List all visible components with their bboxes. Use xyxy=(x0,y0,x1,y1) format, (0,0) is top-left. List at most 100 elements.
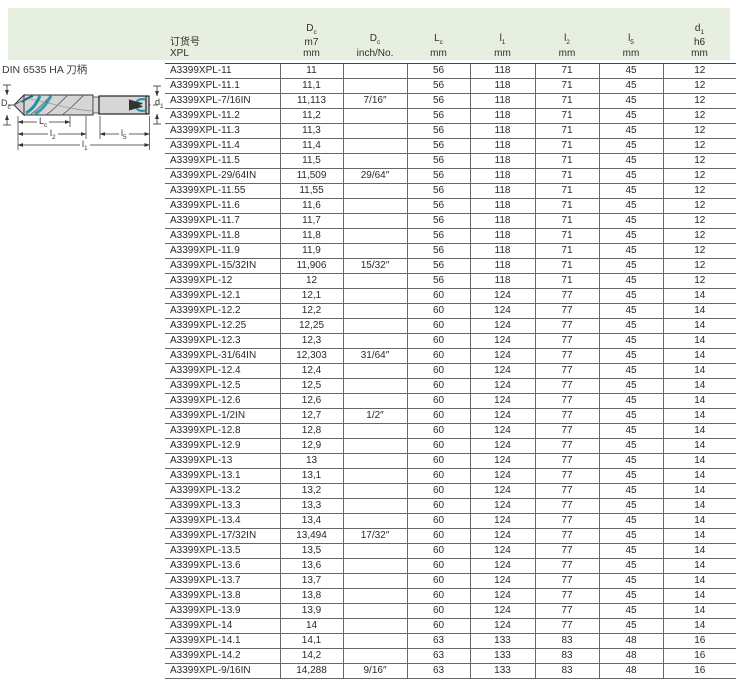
order-number-cell: A3399XPL-11.1 xyxy=(165,78,280,94)
value-cell: 124 xyxy=(469,513,535,529)
value-cell: 14 xyxy=(662,528,736,544)
value-cell: 56 xyxy=(406,93,470,109)
value-cell: 56 xyxy=(406,243,470,259)
value-cell xyxy=(342,123,407,139)
value-cell: 77 xyxy=(534,573,599,589)
value-cell: 77 xyxy=(534,378,599,394)
value-cell: 1/2″ xyxy=(342,408,407,424)
table-row: A3399XPL-31/64IN 12,303 31/64″ 60 124 77 45 14 xyxy=(165,348,736,364)
table-row: A3399XPL-15/32IN 11,906 15/32″ 56 118 71 45 12 xyxy=(165,258,736,274)
value-cell: 83 xyxy=(534,633,599,649)
value-cell: 45 xyxy=(598,363,663,379)
table-row: A3399XPL-11.6 11,6 56 118 71 45 12 xyxy=(165,198,736,214)
value-cell: 12,25 xyxy=(279,318,343,334)
value-cell: 45 xyxy=(598,618,663,634)
table-row: A3399XPL-11.8 11,8 56 118 71 45 12 xyxy=(165,228,736,244)
value-cell: 60 xyxy=(406,588,470,604)
value-cell: 60 xyxy=(406,498,470,514)
value-cell: 45 xyxy=(598,558,663,574)
order-number-cell: A3399XPL-11.9 xyxy=(165,243,280,259)
value-cell: 63 xyxy=(406,633,470,649)
value-cell: 14 xyxy=(662,348,736,364)
value-cell xyxy=(342,228,407,244)
value-cell: 12,2 xyxy=(279,303,343,319)
order-number-cell: A3399XPL-11.3 xyxy=(165,123,280,139)
drill-diagram xyxy=(0,80,165,175)
dim-label-dc: Dc xyxy=(1,98,11,111)
value-cell: 71 xyxy=(534,273,599,289)
value-cell: 45 xyxy=(598,303,663,319)
value-cell: 71 xyxy=(534,108,599,124)
table-row: A3399XPL-11.5 11,5 56 118 71 45 12 xyxy=(165,153,736,169)
table-row: A3399XPL-12.2 12,2 60 124 77 45 14 xyxy=(165,303,736,319)
value-cell: 45 xyxy=(598,393,663,409)
value-cell: 124 xyxy=(469,543,535,559)
value-cell: 45 xyxy=(598,348,663,364)
dim-label-l1: l1 xyxy=(80,139,90,153)
value-cell: 77 xyxy=(534,543,599,559)
value-cell: 45 xyxy=(598,528,663,544)
value-cell: 45 xyxy=(598,468,663,484)
value-cell: 12 xyxy=(662,123,736,139)
order-number-cell: A3399XPL-13.7 xyxy=(165,573,280,589)
value-cell: 14 xyxy=(662,408,736,424)
value-cell: 124 xyxy=(469,303,535,319)
value-cell: 71 xyxy=(534,123,599,139)
col-header-d1: d1 h6 mm xyxy=(663,8,736,64)
value-cell: 77 xyxy=(534,453,599,469)
table-row: A3399XPL-11.55 11,55 56 118 71 45 12 xyxy=(165,183,736,199)
value-cell xyxy=(342,573,407,589)
value-cell: 77 xyxy=(534,333,599,349)
order-number-cell: A3399XPL-11.2 xyxy=(165,108,280,124)
value-cell: 124 xyxy=(469,378,535,394)
value-cell: 118 xyxy=(469,258,535,274)
order-number-cell: A3399XPL-13.3 xyxy=(165,498,280,514)
value-cell: 14,1 xyxy=(279,633,343,649)
order-number-cell: A3399XPL-14.2 xyxy=(165,648,280,664)
value-cell: 12 xyxy=(662,168,736,184)
value-cell: 60 xyxy=(406,363,470,379)
value-cell xyxy=(342,633,407,649)
value-cell: 45 xyxy=(598,423,663,439)
value-cell: 60 xyxy=(406,453,470,469)
value-cell: 118 xyxy=(469,78,535,94)
value-cell: 14 xyxy=(662,453,736,469)
value-cell: 45 xyxy=(598,288,663,304)
value-cell: 13 xyxy=(279,453,343,469)
value-cell: 14 xyxy=(279,618,343,634)
value-cell: 45 xyxy=(598,498,663,514)
table-row: A3399XPL-12.25 12,25 60 124 77 45 14 xyxy=(165,318,736,334)
value-cell: 124 xyxy=(469,558,535,574)
value-cell: 12,8 xyxy=(279,423,343,439)
table-row: A3399XPL-12.6 12,6 60 124 77 45 14 xyxy=(165,393,736,409)
value-cell: 56 xyxy=(406,183,470,199)
order-number-cell: A3399XPL-31/64IN xyxy=(165,348,280,364)
value-cell: 12,1 xyxy=(279,288,343,304)
table-row: A3399XPL-11.3 11,3 56 118 71 45 12 xyxy=(165,123,736,139)
table-body: A3399XPL-11 11 56 118 71 45 12 A3399XPL-11.1 11,… xyxy=(165,63,736,679)
order-number-cell: A3399XPL-1/2IN xyxy=(165,408,280,424)
drill-drawing-svg xyxy=(3,84,161,150)
value-cell: 31/64″ xyxy=(342,348,407,364)
value-cell: 45 xyxy=(598,438,663,454)
value-cell: 60 xyxy=(406,543,470,559)
value-cell xyxy=(342,198,407,214)
value-cell: 45 xyxy=(598,588,663,604)
value-cell: 60 xyxy=(406,393,470,409)
value-cell: 77 xyxy=(534,303,599,319)
value-cell: 16 xyxy=(662,648,736,664)
value-cell: 12 xyxy=(662,108,736,124)
value-cell: 60 xyxy=(406,603,470,619)
order-number-cell: A3399XPL-12.1 xyxy=(165,288,280,304)
value-cell: 45 xyxy=(598,408,663,424)
table-row: A3399XPL-12.4 12,4 60 124 77 45 14 xyxy=(165,363,736,379)
table-row: A3399XPL-11.2 11,2 56 118 71 45 12 xyxy=(165,108,736,124)
value-cell: 48 xyxy=(598,663,663,679)
table-row: A3399XPL-14.2 14,2 63 133 83 48 16 xyxy=(165,648,736,664)
value-cell: 12 xyxy=(662,243,736,259)
value-cell xyxy=(342,378,407,394)
value-cell xyxy=(342,78,407,94)
value-cell: 60 xyxy=(406,483,470,499)
value-cell: 11 xyxy=(279,63,343,79)
table-row: A3399XPL-13.8 13,8 60 124 77 45 14 xyxy=(165,588,736,604)
